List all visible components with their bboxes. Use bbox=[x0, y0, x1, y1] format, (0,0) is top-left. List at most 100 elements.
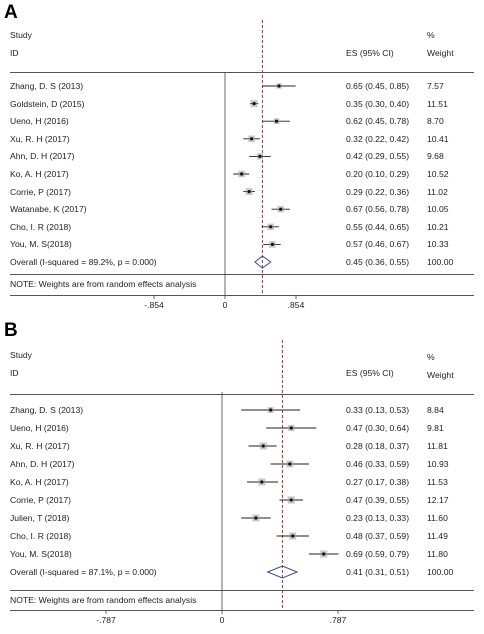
study-es-text: 0.48 (0.37, 0.59) bbox=[346, 531, 410, 541]
study-point-estimate bbox=[250, 137, 254, 141]
study-es-text: 0.42 (0.29, 0.55) bbox=[346, 151, 410, 162]
study-name: Cho, I. R (2018) bbox=[10, 221, 72, 232]
overall-weight: 100.00 bbox=[427, 567, 454, 577]
study-es-text: 0.47 (0.30, 0.64) bbox=[346, 423, 410, 433]
study-es-text: 0.23 (0.13, 0.33) bbox=[346, 513, 410, 523]
header-es: ES (95% CI) bbox=[346, 368, 394, 378]
study-point-estimate bbox=[288, 462, 292, 466]
study-weight: 10.33 bbox=[427, 239, 449, 250]
study-name: Cho, I. R (2018) bbox=[10, 531, 72, 541]
forest-plot-panel-b: B Study ID ES (95% CI) % Weight Zhang, D… bbox=[0, 318, 484, 634]
study-name: Ahn, D. H (2017) bbox=[10, 151, 75, 162]
study-weight: 11.60 bbox=[427, 513, 448, 523]
header-es: ES (95% CI) bbox=[346, 48, 394, 58]
header-study: Study bbox=[10, 30, 32, 40]
study-weight: 11.53 bbox=[427, 477, 448, 487]
header-percent: % bbox=[427, 352, 435, 362]
study-weight: 10.93 bbox=[427, 459, 449, 469]
study-es-text: 0.47 (0.39, 0.55) bbox=[346, 495, 410, 505]
study-weight: 8.84 bbox=[427, 405, 444, 415]
study-weight: 8.70 bbox=[427, 116, 444, 127]
overall-es-text: 0.45 (0.36, 0.55) bbox=[346, 257, 410, 267]
study-name: Ueno, H (2016) bbox=[10, 116, 69, 127]
study-weight: 9.81 bbox=[427, 423, 444, 433]
study-weight: 11.81 bbox=[427, 441, 448, 451]
study-weight: 10.21 bbox=[427, 221, 449, 232]
overall-label: Overall (I-squared = 89.2%, p = 0.000) bbox=[10, 257, 157, 267]
header-rule bbox=[10, 394, 474, 395]
study-es-text: 0.20 (0.10, 0.29) bbox=[346, 169, 410, 179]
study-weight: 11.49 bbox=[427, 531, 448, 541]
study-point-estimate bbox=[269, 225, 273, 229]
axis-line bbox=[10, 610, 474, 611]
panel-label-b: B bbox=[4, 320, 18, 341]
header-weight: Weight bbox=[427, 48, 454, 58]
study-point-estimate bbox=[270, 242, 274, 246]
study-point-estimate bbox=[274, 119, 279, 123]
overall-diamond bbox=[254, 255, 272, 269]
study-point-estimate bbox=[291, 534, 295, 538]
study-name: Goldstein, D (2015) bbox=[10, 98, 85, 109]
study-name: Ueno, H (2016) bbox=[10, 423, 69, 433]
study-es-text: 0.57 (0.46, 0.67) bbox=[346, 239, 410, 250]
study-es-text: 0.69 (0.59, 0.79) bbox=[346, 549, 410, 559]
study-es-text: 0.28 (0.18, 0.37) bbox=[346, 441, 410, 451]
study-point-estimate bbox=[260, 480, 264, 484]
study-point-estimate bbox=[269, 408, 273, 412]
study-weight: 12.17 bbox=[427, 495, 449, 505]
forest-plot-panel-a: A Study ID ES (95% CI) % Weight Zhang, D… bbox=[0, 0, 484, 316]
study-name: Corrie, P (2017) bbox=[10, 495, 71, 505]
study-name: Xu, R. H (2017) bbox=[10, 441, 70, 451]
study-name: Julien, T (2018) bbox=[10, 513, 70, 523]
study-name: Corrie, P (2017) bbox=[10, 186, 71, 197]
study-es-text: 0.67 (0.56, 0.78) bbox=[346, 204, 410, 215]
header-rule bbox=[10, 72, 474, 73]
panel-label-a: A bbox=[4, 2, 18, 23]
study-weight: 10.05 bbox=[427, 204, 449, 215]
study-es-text: 0.32 (0.22, 0.42) bbox=[346, 133, 410, 144]
axis-tick-label: -.787 bbox=[96, 615, 116, 625]
study-es-text: 0.33 (0.13, 0.53) bbox=[346, 405, 410, 415]
study-point-estimate bbox=[240, 172, 244, 176]
study-point-estimate bbox=[277, 84, 281, 88]
note-rule bbox=[10, 590, 474, 591]
axis-tick-label: .854 bbox=[287, 300, 305, 310]
study-point-estimate bbox=[322, 552, 326, 556]
study-es-text: 0.35 (0.30, 0.40) bbox=[346, 98, 410, 109]
study-name: Ko, A. H (2017) bbox=[10, 169, 69, 179]
axis-tick-label: 0 bbox=[219, 615, 225, 625]
study-point-estimate bbox=[247, 190, 251, 194]
overall-es-text: 0.41 (0.31, 0.51) bbox=[346, 567, 410, 577]
study-name: Ko, A. H (2017) bbox=[10, 477, 69, 487]
study-point-estimate bbox=[279, 207, 283, 211]
note-text: NOTE: Weights are from random effects an… bbox=[10, 595, 197, 605]
note-text: NOTE: Weights are from random effects an… bbox=[10, 279, 197, 289]
header-weight: Weight bbox=[427, 370, 454, 380]
study-weight: 9.68 bbox=[427, 151, 444, 162]
study-name: Zhang, D. S (2013) bbox=[10, 81, 84, 91]
study-point-estimate bbox=[289, 426, 293, 430]
overall-diamond bbox=[266, 565, 299, 579]
forest-plot-marks bbox=[105, 340, 339, 614]
study-name: You, M. S(2018) bbox=[10, 549, 72, 559]
study-weight: 10.41 bbox=[427, 133, 449, 144]
study-weight: 11.02 bbox=[427, 186, 448, 197]
axis-line bbox=[10, 295, 474, 296]
study-es-text: 0.65 (0.45, 0.85) bbox=[346, 81, 410, 91]
study-point-estimate bbox=[258, 154, 262, 158]
note-rule bbox=[10, 274, 474, 275]
study-point-estimate bbox=[289, 498, 293, 502]
header-percent: % bbox=[427, 30, 435, 40]
study-es-text: 0.55 (0.44, 0.65) bbox=[346, 221, 410, 232]
study-point-estimate bbox=[261, 444, 265, 448]
header-id: ID bbox=[10, 48, 19, 58]
study-name: Watanabe, K (2017) bbox=[10, 204, 87, 215]
study-point-estimate bbox=[254, 516, 258, 520]
study-es-text: 0.62 (0.45, 0.78) bbox=[346, 116, 410, 127]
study-es-text: 0.27 (0.17, 0.38) bbox=[346, 477, 410, 487]
header-id: ID bbox=[10, 368, 19, 378]
axis-tick-label: 0 bbox=[222, 300, 228, 310]
study-es-text: 0.46 (0.33, 0.59) bbox=[346, 459, 410, 469]
study-es-text: 0.29 (0.22, 0.36) bbox=[346, 186, 410, 197]
axis-tick-label: .787 bbox=[329, 615, 347, 625]
